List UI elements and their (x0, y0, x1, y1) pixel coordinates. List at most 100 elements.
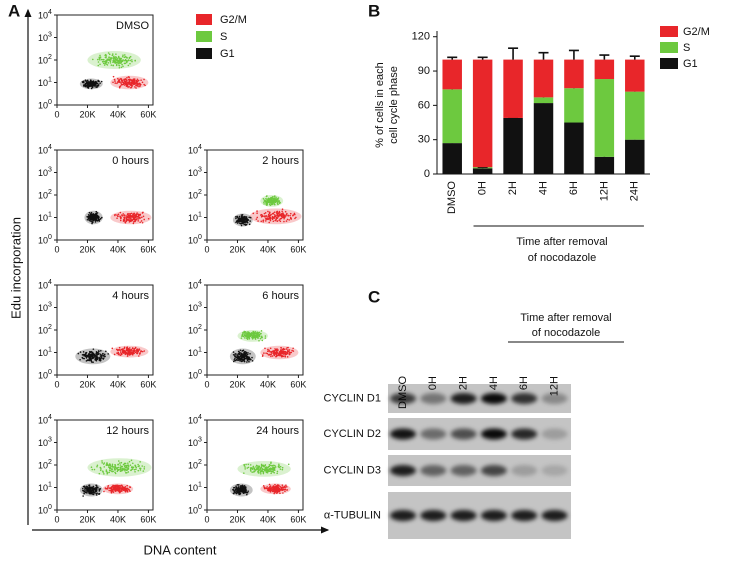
dot (107, 62, 110, 64)
y-tick-label: 10 (188, 348, 198, 358)
dot (108, 489, 110, 492)
legend-swatch (660, 42, 678, 53)
dot (254, 337, 257, 340)
dot (275, 355, 277, 358)
dot (109, 60, 112, 63)
dot (285, 220, 288, 222)
dot (267, 210, 269, 213)
dot (240, 490, 243, 493)
dot (93, 217, 96, 220)
dot (118, 346, 121, 349)
y-tick-label: 10 (188, 325, 198, 335)
dot (129, 59, 132, 62)
dot (276, 470, 279, 473)
dot (236, 222, 239, 224)
y-tick-label: 90 (418, 65, 430, 77)
dot (116, 215, 119, 218)
lane-label: 4H (488, 376, 500, 390)
dot (278, 463, 280, 466)
dot (129, 55, 132, 58)
dot (122, 463, 125, 466)
y-tick-exponent: 4 (48, 414, 52, 421)
lane-label: 0H (427, 376, 439, 390)
dot (96, 465, 98, 468)
dot (265, 471, 268, 474)
dot (290, 218, 293, 220)
dot (86, 218, 89, 221)
y-tick-label: 10 (38, 213, 48, 223)
dot (282, 216, 285, 219)
dot (264, 217, 267, 220)
dot (124, 464, 126, 467)
dot (97, 83, 100, 86)
x-tick-label: 0 (204, 514, 209, 524)
dot (266, 487, 268, 490)
dot (119, 219, 122, 222)
panel-title: 0 hours (112, 155, 149, 167)
dot (260, 216, 263, 218)
dot (277, 484, 280, 487)
dot (117, 469, 120, 471)
dot (251, 356, 253, 359)
dot (131, 347, 134, 349)
y-tick-label: 10 (38, 348, 48, 358)
dot (89, 80, 92, 82)
dot (130, 348, 133, 351)
y-tick-exponent: 0 (48, 369, 52, 376)
dot (92, 348, 95, 350)
dot (99, 54, 101, 57)
dot (132, 213, 135, 216)
y-tick-label: 10 (38, 460, 48, 470)
dot (264, 220, 267, 222)
dot (113, 485, 116, 487)
dot (129, 62, 131, 65)
dot (124, 59, 127, 62)
x-tick-label: 40K (110, 244, 126, 254)
dot (129, 486, 132, 488)
y-tick-label: 10 (38, 280, 48, 290)
y-tick-label: 10 (188, 303, 198, 313)
dot (91, 492, 93, 495)
dot (288, 353, 291, 356)
dot (121, 60, 123, 62)
dot (238, 215, 241, 218)
dot (272, 220, 275, 223)
bar-segment (533, 97, 554, 104)
dot (108, 471, 111, 474)
y-tick-exponent: 1 (198, 346, 202, 353)
dot (117, 213, 120, 216)
dot (261, 339, 264, 342)
dot (273, 354, 276, 357)
band (541, 393, 568, 404)
dot (120, 61, 122, 64)
dot (105, 55, 108, 57)
dot (272, 200, 275, 203)
dot (137, 350, 140, 352)
y-tick-label: 60 (418, 99, 430, 111)
dot (248, 356, 251, 359)
dot (235, 485, 237, 488)
dot (263, 486, 266, 489)
dot (87, 492, 89, 494)
dot (112, 64, 115, 67)
dot (119, 59, 121, 62)
dot (118, 86, 121, 89)
dot (270, 198, 272, 201)
dot (241, 486, 244, 489)
dot (131, 214, 133, 217)
dot (122, 213, 125, 215)
dot (260, 330, 263, 332)
dot (276, 201, 279, 204)
dot (134, 214, 136, 217)
dot (271, 467, 273, 470)
dot (257, 332, 259, 335)
legend-swatch (660, 26, 678, 37)
dot (128, 348, 131, 351)
dot (278, 490, 280, 493)
dot (122, 469, 124, 471)
dot (262, 471, 265, 473)
y-tick-exponent: 2 (48, 189, 52, 196)
dot (241, 356, 244, 359)
dot (89, 358, 92, 361)
x-tick-label: 0 (54, 379, 59, 389)
